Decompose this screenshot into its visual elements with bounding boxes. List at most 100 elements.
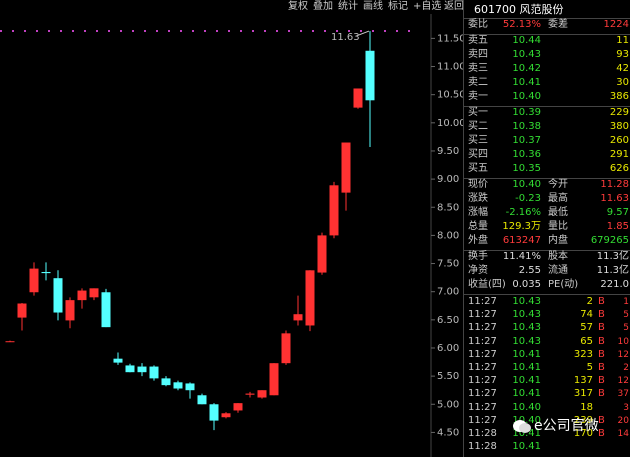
field-value: 10.43: [512, 49, 541, 60]
field-value: -2.16%: [505, 207, 541, 218]
trade-field: 239: [573, 414, 593, 426]
field-label: 卖四: [468, 49, 488, 60]
annotation: 11.63: [331, 32, 360, 43]
y-tick-label: 10.00: [437, 118, 463, 129]
y-tick-label: 10.50: [437, 90, 463, 101]
trade-field: 57: [580, 322, 593, 334]
separator: [464, 18, 630, 19]
y-tick-label: 8.50: [437, 202, 459, 213]
candle-body: [101, 292, 111, 328]
candle-body: [245, 393, 255, 395]
trade-field: 5: [623, 310, 629, 321]
trade-field: B: [598, 388, 605, 400]
field-label: 卖三: [468, 63, 488, 74]
toolbar-button[interactable]: 标记: [388, 1, 408, 12]
y-tick-label: 11.00: [437, 62, 463, 73]
candle-body: [113, 358, 123, 363]
y-tick-label: 4.50: [437, 427, 459, 438]
trade-field: 10.43: [512, 309, 541, 321]
candle-body: [17, 303, 27, 318]
trade-field: B: [598, 362, 605, 373]
candle-body: [293, 314, 303, 321]
field-value: 129.3万: [502, 221, 541, 232]
trade-field: 170: [573, 428, 593, 439]
field-value: 9.57: [606, 207, 629, 218]
field-value: 10.40: [512, 91, 541, 102]
trade-field: B: [598, 335, 605, 347]
field-value: 11.3亿: [596, 265, 629, 276]
trade-field: 37: [617, 389, 629, 400]
trade-field: 11:27: [468, 348, 497, 360]
candle-body: [173, 382, 183, 389]
trade-field: 74: [580, 309, 593, 321]
toolbar-button[interactable]: +自选: [413, 1, 442, 12]
field-value: 10.36: [512, 149, 541, 160]
y-tick-label: 9.50: [437, 146, 459, 157]
field-label: 换手: [468, 251, 488, 262]
toolbar-button[interactable]: 统计: [338, 1, 358, 12]
separator: [464, 34, 630, 35]
candle-body: [209, 404, 219, 421]
trade-field: 12: [617, 376, 629, 387]
candle-body: [341, 142, 351, 193]
field-label: 买五: [468, 163, 488, 174]
trade-field: 12: [617, 349, 629, 360]
trade-field: B: [598, 348, 605, 360]
field-value: -0.23: [515, 193, 541, 204]
toolbar-button[interactable]: 画线: [363, 1, 383, 12]
y-tick-label: 11.50: [437, 33, 463, 44]
trade-field: B: [598, 375, 605, 387]
field-value: 229: [609, 107, 629, 118]
field-value: 613247: [502, 235, 541, 246]
field-value: 30: [616, 77, 629, 88]
trade-field: 5: [623, 323, 629, 334]
field-value: 221.0: [600, 279, 629, 290]
field-label: 净资: [468, 265, 488, 276]
trade-field: 317: [573, 388, 593, 400]
candle-body: [281, 333, 291, 364]
field-value: 10.40: [512, 179, 541, 190]
candle-body: [257, 390, 267, 398]
field-value: 10.39: [512, 107, 541, 118]
field-value: 1224: [603, 19, 629, 30]
field-value: 42: [616, 63, 629, 74]
trade-field: B: [598, 296, 605, 307]
candle-body: [161, 378, 171, 386]
trade-field: 11:27: [468, 414, 497, 426]
trade-field: 10.41: [512, 441, 541, 453]
separator: [464, 106, 630, 107]
toolbar-button[interactable]: 复权: [288, 1, 308, 12]
trade-field: 11:27: [468, 401, 497, 413]
y-tick-label: 8.00: [437, 230, 459, 241]
trade-field: 11:28: [468, 428, 497, 439]
field-label: 卖二: [468, 77, 488, 88]
field-label: 最低: [548, 207, 568, 218]
trade-field: 1: [623, 297, 629, 307]
trade-field: 11:27: [468, 375, 497, 387]
candle-body: [125, 365, 135, 373]
trade-field: 11:27: [468, 388, 497, 400]
candle-body: [197, 395, 207, 405]
separator: [464, 178, 630, 179]
field-label: 最高: [548, 193, 568, 204]
trade-field: 11:28: [468, 441, 497, 453]
trade-field: 10.41: [512, 428, 541, 439]
toolbar-button[interactable]: 返回: [444, 1, 464, 12]
field-label: 总量: [468, 221, 488, 232]
field-value: 10.44: [512, 35, 541, 46]
field-label: 收益(四): [468, 279, 506, 290]
field-label: 委比: [468, 19, 488, 30]
y-tick-label: 5.50: [437, 371, 459, 382]
trade-field: 11:27: [468, 335, 497, 347]
field-label: 委差: [548, 19, 568, 30]
candle-body: [89, 288, 99, 298]
y-tick-label: 9.00: [437, 174, 459, 185]
toolbar-button[interactable]: 叠加: [313, 1, 333, 12]
field-value: 2.55: [518, 265, 541, 276]
candle-body: [137, 366, 147, 373]
field-value: 10.38: [512, 121, 541, 132]
field-label: 涨跌: [468, 193, 488, 204]
y-tick-label: 7.00: [437, 287, 459, 298]
trade-field: 10.43: [512, 335, 541, 347]
